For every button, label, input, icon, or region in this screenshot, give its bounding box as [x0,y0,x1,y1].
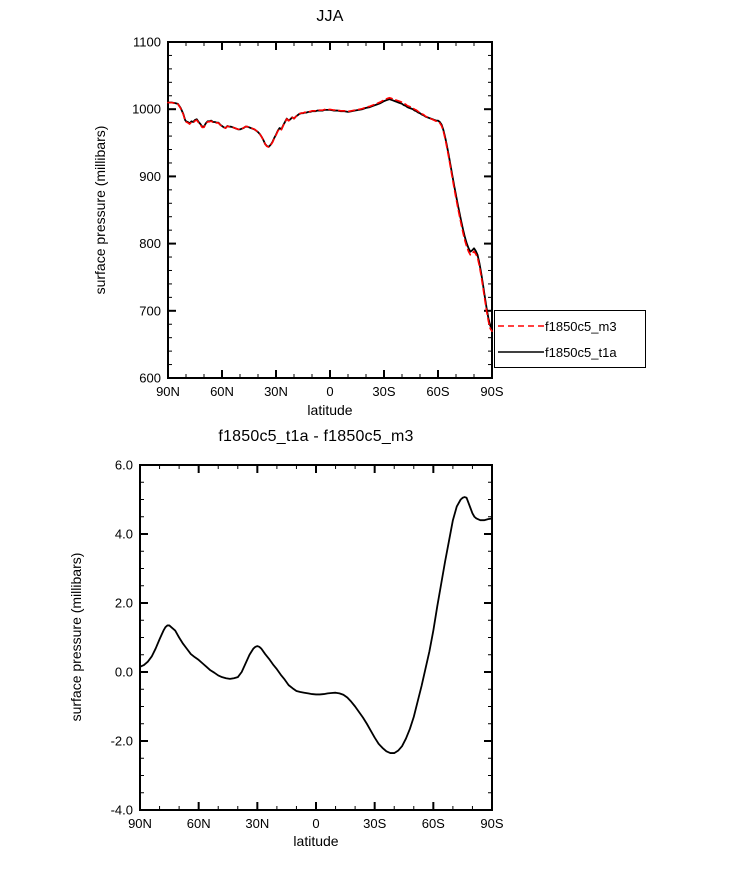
x-tick-label: 30S [363,816,386,831]
chart-plot-1: 90N 60N 30N 0 30S 60S 90S -4.0 -2.0 0.0 2.0 4.0 6.0 [111,458,504,832]
plot-frame [167,41,493,379]
top-chart-x-axis-title: latitude [307,402,353,418]
y-tick-label: 600 [139,371,161,386]
y-tick-label: 1100 [133,35,161,50]
y-tick-label: -4.0 [111,803,133,818]
y-tick-label: 2.0 [115,596,133,611]
x-tick-label: 30N [245,816,269,831]
y-tick-label: -2.0 [111,734,133,749]
chart-plot-0: 90N 60N 30N 0 30S 60S 90S 600 700 800 900 1000 1100 [132,35,504,400]
x-tick-label: 90N [156,384,180,399]
x-tick-label: 0 [312,816,319,831]
top-chart-title: JJA [316,8,344,25]
legend-line-t1a-icon [498,351,544,353]
x-tick-label: 30N [264,384,288,399]
tick-labels: 90N 60N 30N 0 30S 60S 90S 600 700 800 900 1000 1100 [132,35,504,400]
y-tick-label: 800 [139,236,161,251]
legend-label-m3: f1850c5_m3 [545,318,617,334]
y-tick-label: 1000 [132,102,161,117]
legend-item-t1a: f1850c5_t1a [497,339,643,365]
bottom-chart-title: f1850c5_t1a - f1850c5_m3 [218,428,414,445]
x-tick-label: 90S [480,816,503,831]
minor-ticks [168,42,492,378]
y-tick-label: 900 [139,169,161,184]
x-tick-label: 0 [326,384,333,399]
x-tick-label: 30S [372,384,395,399]
minor-ticks [140,465,492,810]
y-tick-label: 6.0 [115,458,133,473]
legend-line-m3-icon [498,325,544,327]
legend: f1850c5_m3 f1850c5_t1a [494,310,646,368]
y-tick-label: 4.0 [115,527,133,542]
x-tick-label: 60S [422,816,445,831]
series-line-f1850c5_m3 [167,96,493,333]
y-tick-label: 0.0 [115,665,133,680]
series-line-f1850c5_t1a-f1850c5_m3 [139,496,493,754]
bottom-chart-y-axis-title: surface pressure (millibars) [68,552,84,722]
x-tick-label: 60N [187,816,211,831]
major-ticks [139,464,493,811]
plot-frame [139,464,493,811]
top-chart-y-axis-title: surface pressure (millibars) [92,125,108,295]
major-ticks [167,41,493,379]
x-tick-label: 90S [480,384,503,399]
bottom-chart-x-axis-title: latitude [293,833,339,849]
x-tick-label: 60S [426,384,449,399]
legend-label-t1a: f1850c5_t1a [545,344,617,360]
tick-labels: 90N 60N 30N 0 30S 60S 90S -4.0 -2.0 0.0 2.0 4.0 6.0 [111,458,504,832]
x-tick-label: 90N [128,816,152,831]
x-tick-label: 60N [210,384,234,399]
legend-item-m3: f1850c5_m3 [497,313,643,339]
y-tick-label: 700 [139,303,161,318]
